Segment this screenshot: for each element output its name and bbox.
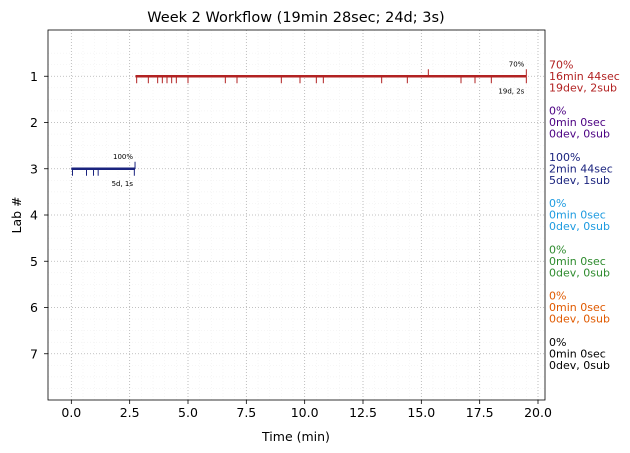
lab-3-side-counts: 5dev, 1sub <box>549 174 610 187</box>
x-tick-label: 12.5 <box>349 405 377 420</box>
lab-4-side-time: 0min 0sec <box>549 209 606 222</box>
lab-1-side-counts: 19dev, 2sub <box>549 81 617 94</box>
lab-3-count-label: 5d, 1s <box>112 180 134 188</box>
x-tick-label: 2.5 <box>120 405 140 420</box>
lab-7-side-percent: 0% <box>549 336 566 349</box>
lab-1-percent-label: 70% <box>509 60 525 68</box>
lab-5-side-time: 0min 0sec <box>549 255 606 268</box>
y-tick-label: 1 <box>30 69 38 84</box>
lab-2-side-time: 0min 0sec <box>549 116 606 129</box>
axis-ticks: 0.0 2.5 5.0 7.5 10.0 12.5 15.0 17.5 20.0 1 2 3 4 5 6 7 <box>30 69 552 420</box>
lab-5-side-counts: 0dev, 0sub <box>549 266 610 279</box>
grid <box>48 30 545 400</box>
y-tick-label: 3 <box>30 161 38 176</box>
x-tick-label: 20.0 <box>524 405 552 420</box>
y-axis-label: Lab # <box>9 196 24 233</box>
lab-6-side-percent: 0% <box>549 290 566 303</box>
x-axis-label: Time (min) <box>261 429 330 444</box>
lab-1-count-label: 19d, 2s <box>498 87 524 95</box>
lab-7-side-counts: 0dev, 0sub <box>549 359 610 372</box>
chart-title: Week 2 Workflow (19min 28sec; 24d; 3s) <box>147 10 444 26</box>
lab-3-side-percent: 100% <box>549 151 580 164</box>
y-tick-label: 4 <box>30 208 38 223</box>
lab-3-side-time: 2min 44sec <box>549 162 613 175</box>
lab-2-side-percent: 0% <box>549 105 566 118</box>
series-bars: 70% 19d, 2s 100% 5d, 1s <box>71 60 527 188</box>
lab-1-side-time: 16min 44sec <box>549 70 620 83</box>
lab-4-side-counts: 0dev, 0sub <box>549 220 610 233</box>
y-tick-label: 5 <box>30 254 38 269</box>
lab-4-side-percent: 0% <box>549 197 566 210</box>
lab-2-side-counts: 0dev, 0sub <box>549 128 610 141</box>
x-tick-label: 17.5 <box>466 405 494 420</box>
x-tick-label: 0.0 <box>61 405 81 420</box>
x-tick-label: 7.5 <box>236 405 256 420</box>
lab-7-side-time: 0min 0sec <box>549 347 606 360</box>
lab-6-side-time: 0min 0sec <box>549 301 606 314</box>
x-tick-label: 10.0 <box>291 405 319 420</box>
lab-1-side-percent: 70% <box>549 58 573 71</box>
x-tick-label: 5.0 <box>178 405 198 420</box>
y-tick-label: 2 <box>30 115 38 130</box>
lab-6-side-counts: 0dev, 0sub <box>549 313 610 326</box>
x-tick-label: 15.0 <box>407 405 435 420</box>
lab-3-percent-label: 100% <box>113 153 133 161</box>
plot-frame <box>47 29 546 401</box>
y-tick-label: 6 <box>30 300 38 315</box>
lab-5-side-percent: 0% <box>549 243 566 256</box>
y-tick-label: 7 <box>30 346 38 361</box>
